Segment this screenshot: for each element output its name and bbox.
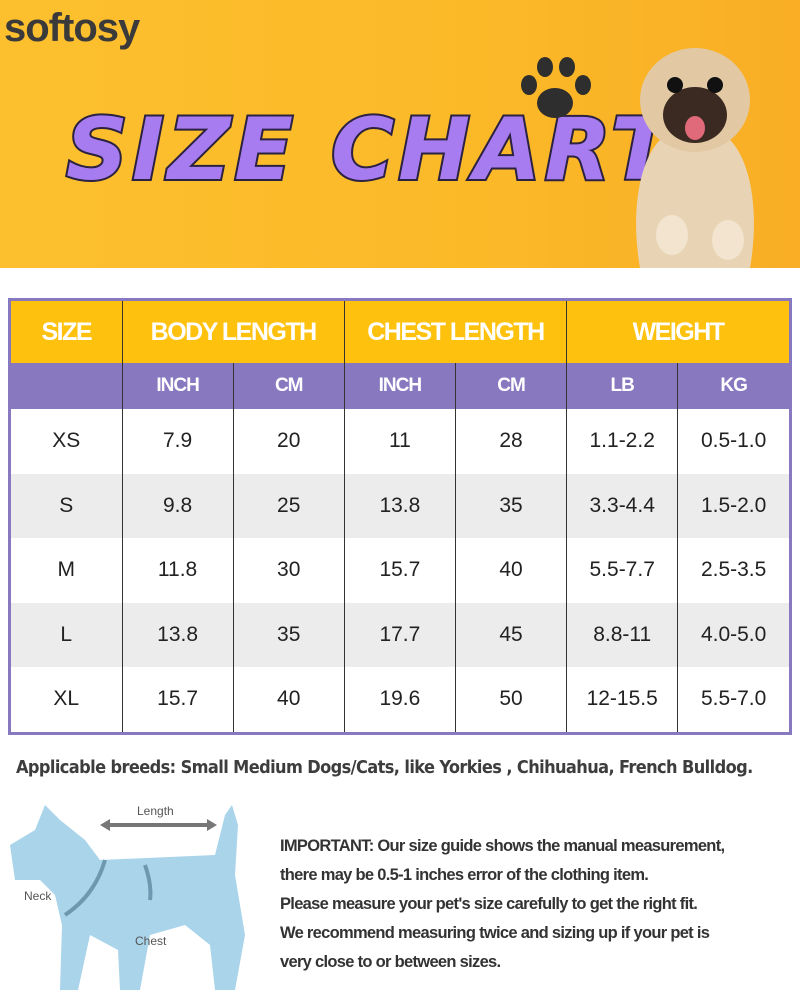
table-cell: 15.7	[343, 538, 456, 603]
header-size: SIZE	[11, 301, 122, 363]
table-cell: 2.5-3.5	[677, 538, 789, 603]
table-cell: 40	[232, 667, 345, 732]
table-cell: 11	[343, 409, 456, 474]
header-body-length: BODY LENGTH	[121, 301, 345, 363]
size-chart-table: SIZE BODY LENGTH CHEST LENGTH WEIGHT INC…	[8, 298, 792, 735]
table-cell: 13.8	[343, 473, 456, 538]
table-cell: 40	[454, 538, 567, 603]
note-line: We recommend measuring twice and sizing …	[280, 924, 710, 942]
table-cell: S	[11, 473, 122, 538]
note-line: IMPORTANT: Our size guide shows the manu…	[280, 837, 725, 855]
table-cell: 1.1-2.2	[566, 409, 678, 474]
table-cell: 8.8-11	[566, 602, 678, 667]
header-chest-length: CHEST LENGTH	[343, 301, 567, 363]
table-cell: 45	[454, 602, 567, 667]
hero-banner: softosy SIZE CHART	[0, 0, 800, 268]
subheader-unit: LB	[566, 363, 678, 409]
table-cell: 17.7	[343, 602, 456, 667]
table-cell: XL	[53, 687, 80, 711]
table-cell: 19.6	[343, 667, 456, 732]
subheader-unit: CM	[454, 363, 567, 409]
table-cell: 7.9	[121, 409, 234, 474]
table-cell: 9.8	[121, 473, 234, 538]
table-row: L 13.8 35 17.7 45 8.8-11 4.0-5.0	[11, 602, 789, 667]
table-row: XS 7.9 20 11 28 1.1-2.2 0.5-1.0	[11, 409, 789, 474]
subheader-unit: INCH	[121, 363, 234, 409]
table-cell: 5.5-7.7	[566, 538, 678, 603]
table-cell: 3.3-4.4	[566, 473, 678, 538]
table-cell: 1.5-2.0	[677, 473, 789, 538]
header-weight: WEIGHT	[566, 301, 789, 363]
table-cell: 30	[232, 538, 345, 603]
table-cell: 25	[232, 473, 345, 538]
table-cell: M	[57, 558, 76, 582]
table-cell: 5.5-7.0	[677, 667, 789, 732]
subheader-unit: KG	[677, 363, 789, 409]
table-cell: 50	[454, 667, 567, 732]
table-cell: 35	[454, 473, 567, 538]
table-cell: 4.0-5.0	[677, 602, 789, 667]
important-note: IMPORTANT: Our size guide shows the manu…	[280, 832, 800, 977]
page-title: SIZE CHART	[64, 98, 674, 202]
note-line: there may be 0.5-1 inches error of the c…	[280, 866, 649, 884]
table-row: S 9.8 25 13.8 35 3.3-4.4 1.5-2.0	[11, 473, 789, 538]
table-cell: 13.8	[121, 602, 234, 667]
table-cell: XS	[52, 429, 81, 453]
pug-photo	[636, 48, 754, 268]
table-cell: 20	[232, 409, 345, 474]
table-cell: 28	[454, 409, 567, 474]
table-cell: 35	[232, 602, 345, 667]
note-line: very close to or between sizes.	[280, 953, 501, 971]
applicable-breeds: Applicable breeds: Small Medium Dogs/Cat…	[16, 757, 753, 778]
table-cell: 11.8	[121, 538, 234, 603]
paw-icon	[521, 57, 591, 118]
subheader-unit: CM	[232, 363, 345, 409]
table-cell: L	[11, 602, 122, 667]
table-row: M 11.8 30 15.7 40 5.5-7.7 2.5-3.5	[11, 538, 789, 603]
brand-logo: softosy	[4, 6, 140, 50]
note-line: Please measure your pet's size carefully…	[280, 895, 698, 913]
neck-label: Neck	[24, 889, 52, 903]
table-cell: 0.5-1.0	[677, 409, 789, 474]
dog-measurement-diagram: Length Neck Chest	[10, 804, 245, 990]
chest-label: Chest	[135, 934, 167, 948]
subheader-unit: INCH	[343, 363, 456, 409]
length-label: Length	[137, 804, 174, 818]
table-row: XL 15.7 40 19.6 50 12-15.5 5.5-7.0	[11, 667, 789, 732]
subheader-blank	[11, 363, 122, 409]
table-cell: 15.7	[121, 667, 234, 732]
table-cell: 12-15.5	[566, 667, 678, 732]
